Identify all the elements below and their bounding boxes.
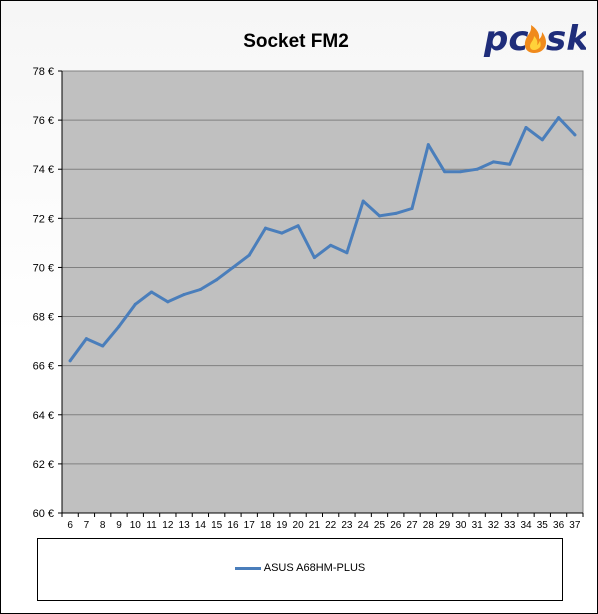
legend-item: ASUS A68HM-PLUS [38, 562, 562, 574]
y-tick-label: 60 € [33, 508, 54, 520]
logo-text-pc: pc [483, 19, 529, 59]
data-point [166, 300, 170, 304]
x-tick-label: 18 [260, 520, 272, 531]
data-point [426, 143, 430, 147]
x-tick-label: 35 [537, 520, 549, 531]
x-tick-label: 24 [358, 520, 370, 531]
y-tick-label: 74 € [33, 164, 54, 176]
chart-title: Socket FM2 [243, 31, 349, 52]
x-tick-label: 19 [276, 520, 288, 531]
x-tick-label: 26 [390, 520, 402, 531]
x-tick-label: 16 [227, 520, 239, 531]
data-point [198, 288, 202, 292]
x-tick-label: 31 [472, 520, 484, 531]
x-tick-label: 6 [67, 520, 73, 531]
x-tick-label: 7 [84, 520, 90, 531]
line-chart: 60 € 62 € 64 € 66 € 68 € 70 € 72 € 74 € 76 € 78 €… [33, 66, 584, 531]
data-point [524, 125, 528, 129]
data-point [312, 256, 316, 260]
data-point [68, 359, 72, 363]
x-tick-label: 37 [569, 520, 581, 531]
x-tick-label: 14 [195, 520, 207, 531]
legend: ASUS A68HM-PLUS [37, 538, 563, 601]
y-tick-label: 62 € [33, 459, 54, 471]
x-tick-label: 28 [423, 520, 435, 531]
x-tick-label: 17 [244, 520, 256, 531]
pcasik-logo-image: pc sk [483, 19, 591, 59]
data-point [377, 214, 381, 218]
data-point [329, 243, 333, 247]
data-point [182, 292, 186, 296]
y-tick-label: 70 € [33, 262, 54, 274]
data-point [557, 116, 561, 120]
y-tick-label: 78 € [33, 66, 54, 78]
legend-swatch [234, 566, 261, 570]
data-point [150, 290, 154, 294]
x-axis-ticks: 6 7 8 9 10 11 12 13 14 15 16 17 18 19 20 21 22 23 24 25 26 27… [61, 71, 584, 531]
x-tick-label: 32 [488, 520, 500, 531]
x-tick-label: 20 [293, 520, 305, 531]
x-tick-label: 8 [100, 520, 106, 531]
data-point [540, 138, 544, 142]
pcasik-logo: pc sk [482, 17, 591, 59]
x-tick-label: 11 [146, 520, 157, 531]
x-tick-label: 22 [325, 520, 337, 531]
data-point [475, 167, 479, 171]
data-point [117, 324, 121, 328]
data-point [345, 251, 349, 255]
y-tick-label: 68 € [33, 312, 54, 324]
data-point [280, 231, 284, 235]
x-tick-label: 21 [309, 520, 321, 531]
x-tick-label: 25 [374, 520, 386, 531]
logo-text-sk: sk [546, 19, 586, 59]
data-point [361, 199, 365, 203]
series-line [68, 116, 577, 363]
x-tick-label: 33 [504, 520, 516, 531]
x-tick-label: 29 [439, 520, 451, 531]
x-tick-label: 15 [211, 520, 223, 531]
data-point [573, 133, 577, 137]
x-tick-label: 34 [520, 520, 532, 531]
y-axis-ticks: 60 € 62 € 64 € 66 € 68 € 70 € 72 € 74 € 76 € 78 € [33, 66, 62, 520]
x-tick-label: 10 [130, 520, 142, 531]
data-point [231, 265, 235, 269]
x-tick-label: 12 [162, 520, 174, 531]
x-tick-label: 27 [406, 520, 418, 531]
x-tick-label: 30 [455, 520, 467, 531]
data-point [101, 344, 105, 348]
logo-flame-core [530, 36, 541, 50]
y-tick-label: 72 € [33, 213, 54, 225]
y-tick-label: 64 € [33, 410, 54, 422]
y-tick-label: 76 € [33, 115, 54, 127]
data-point [247, 253, 251, 257]
x-tick-label: 36 [553, 520, 565, 531]
plot-area [61, 70, 584, 514]
data-point [133, 302, 137, 306]
data-point [508, 162, 512, 166]
data-point [394, 211, 398, 215]
data-point [491, 160, 495, 164]
legend-label: ASUS A68HM-PLUS [263, 562, 366, 575]
x-tick-label: 13 [179, 520, 191, 531]
data-point [443, 170, 447, 174]
x-tick-label: 23 [341, 520, 353, 531]
series-layer [68, 116, 577, 363]
data-point [459, 170, 463, 174]
data-point [296, 224, 300, 228]
data-point [410, 207, 414, 211]
data-point [264, 226, 268, 230]
y-tick-label: 66 € [33, 361, 54, 373]
data-point [84, 337, 88, 341]
x-tick-label: 9 [116, 520, 122, 531]
data-point [215, 278, 219, 282]
